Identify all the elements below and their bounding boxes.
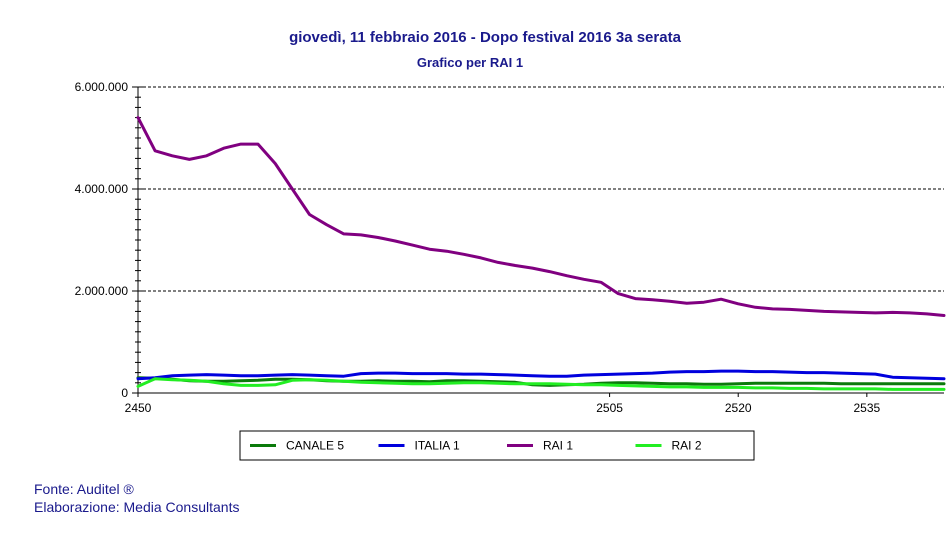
y-tick-label: 4.000.000 xyxy=(75,182,129,196)
legend: CANALE 5 ITALIA 1 RAI 1 RAI 2 xyxy=(239,430,755,461)
legend-label: RAI 1 xyxy=(543,439,573,453)
series-line-rai-2 xyxy=(136,377,946,391)
legend-box xyxy=(239,430,755,461)
elaboration-note: Elaborazione: Media Consultants xyxy=(34,499,240,515)
grid xyxy=(138,86,944,292)
legend-label: ITALIA 1 xyxy=(415,439,460,453)
chart-title: giovedì, 11 febbraio 2016 - Dopo festiva… xyxy=(289,29,682,46)
legend-label: CANALE 5 xyxy=(286,439,344,453)
series-line-rai-1 xyxy=(136,116,946,317)
x-tick-label: 2505 xyxy=(596,401,623,415)
x-tick-label: 2450 xyxy=(125,401,152,415)
chart-subtitle: Grafico per RAI 1 xyxy=(417,55,523,70)
x-tick-label: 2520 xyxy=(725,401,752,415)
y-tick-label: 6.000.000 xyxy=(75,80,129,94)
y-tick-label: 0 xyxy=(121,386,128,400)
series-lines xyxy=(136,116,946,391)
x-tick-label: 2535 xyxy=(853,401,880,415)
source-note: Fonte: Auditel ® xyxy=(34,481,134,497)
axes: 0 2.000.000 4.000.000 6.000.000 2450 2505 2520… xyxy=(75,80,944,415)
series-line-italia-1 xyxy=(136,369,946,381)
y-tick-label: 2.000.000 xyxy=(75,284,129,298)
legend-label: RAI 2 xyxy=(672,439,702,453)
